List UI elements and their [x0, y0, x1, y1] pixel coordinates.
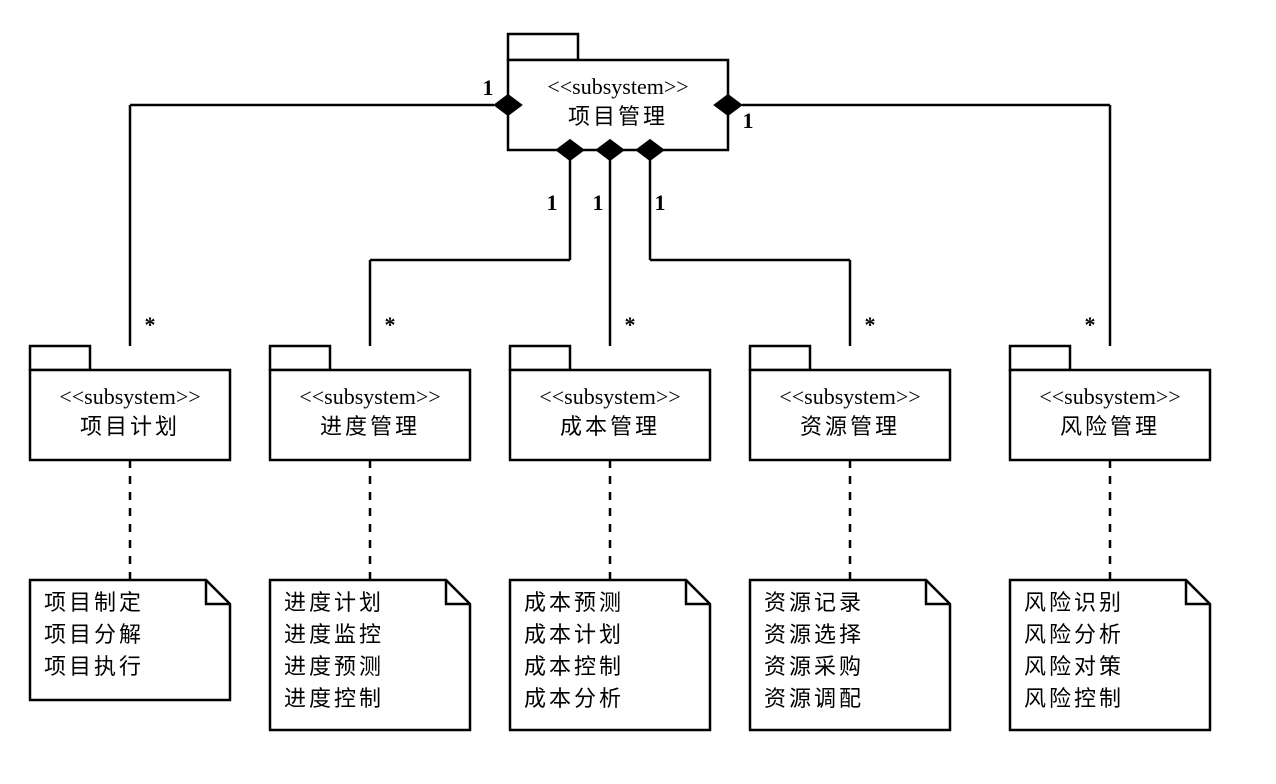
child-package-0-name: 项目计划	[80, 414, 180, 439]
mult-child-1: *	[385, 312, 396, 337]
child-package-0-stereotype: <<subsystem>>	[59, 384, 200, 409]
child-package-4-note-item: 风险识别	[1024, 590, 1124, 615]
mult-parent-bottom-0: 1	[547, 190, 558, 215]
child-package-3-tab	[750, 346, 810, 370]
child-package-0-note-item: 项目制定	[44, 590, 144, 615]
uml-diagram-canvas: <<subsystem>> 项目管理 1 1 1 1 1 * * * * * <<subsystem>>…	[0, 0, 1276, 784]
child-package-2-name: 成本管理	[560, 414, 660, 439]
child-package-1-tab	[270, 346, 330, 370]
mult-child-4: *	[1085, 312, 1096, 337]
child-package-1-note-item: 进度控制	[284, 686, 384, 711]
child-package-0-note-item: 项目执行	[44, 654, 144, 679]
child-package-4-stereotype: <<subsystem>>	[1039, 384, 1180, 409]
child-package-0-note-item: 项目分解	[44, 622, 144, 647]
mult-parent-left: 1	[483, 75, 494, 100]
child-package-2-tab	[510, 346, 570, 370]
child-package-3-note-item: 资源选择	[764, 622, 864, 647]
child-package-4-note-item: 风险控制	[1024, 686, 1124, 711]
mult-parent-right: 1	[743, 108, 754, 133]
child-package-4-note-item: 风险分析	[1024, 622, 1124, 647]
child-package-1-note-item: 进度计划	[284, 590, 384, 615]
child-package-2-note-item: 成本分析	[524, 686, 624, 711]
child-package-3-note-item: 资源调配	[764, 686, 864, 711]
child-package-1-note-item: 进度监控	[284, 622, 384, 647]
child-package-4-tab	[1010, 346, 1070, 370]
child-package-3-name: 资源管理	[800, 414, 900, 439]
mult-child-2: *	[625, 312, 636, 337]
mult-child-3: *	[865, 312, 876, 337]
child-package-0-tab	[30, 346, 90, 370]
child-package-1-name: 进度管理	[320, 414, 420, 439]
root-package-stereotype: <<subsystem>>	[547, 74, 688, 99]
child-package-3-note-item: 资源记录	[764, 590, 864, 615]
child-package-4-name: 风险管理	[1060, 414, 1160, 439]
child-package-4-note-item: 风险对策	[1024, 654, 1124, 679]
child-package-2-note-item: 成本控制	[524, 654, 624, 679]
mult-child-0: *	[145, 312, 156, 337]
mult-parent-bottom-2: 1	[655, 190, 666, 215]
child-package-1-note-item: 进度预测	[284, 654, 384, 679]
mult-parent-bottom-1: 1	[593, 190, 604, 215]
child-package-2-note-item: 成本计划	[524, 622, 624, 647]
child-package-3-stereotype: <<subsystem>>	[779, 384, 920, 409]
root-package-name: 项目管理	[568, 104, 668, 129]
root-package-tab	[508, 34, 578, 60]
child-package-2-stereotype: <<subsystem>>	[539, 384, 680, 409]
child-package-2-note-item: 成本预测	[524, 590, 624, 615]
child-package-1-stereotype: <<subsystem>>	[299, 384, 440, 409]
child-package-3-note-item: 资源采购	[764, 654, 864, 679]
